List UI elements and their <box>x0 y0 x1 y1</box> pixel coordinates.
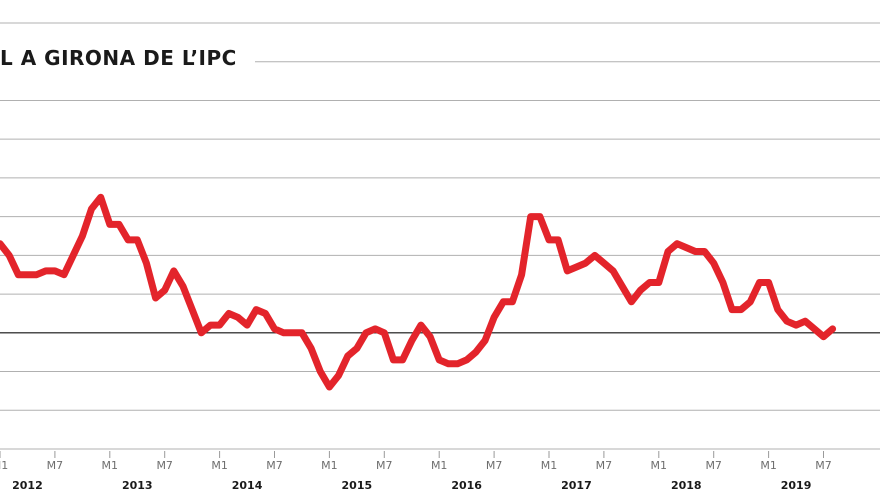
year-label: 2014 <box>232 479 263 492</box>
x-tick-label: M1 <box>541 459 558 472</box>
x-tick-label: M7 <box>156 459 173 472</box>
x-tick-label: M7 <box>486 459 503 472</box>
year-label: 2017 <box>561 479 592 492</box>
x-axis: M1M72012M1M72013M1M72014M1M72015M1M72016… <box>0 451 832 492</box>
x-tick-label: M1 <box>760 459 777 472</box>
x-tick-label: M1 <box>651 459 668 472</box>
year-label: 2015 <box>342 479 373 492</box>
x-tick-label: M7 <box>596 459 613 472</box>
x-tick-label: M7 <box>705 459 722 472</box>
year-label: 2019 <box>781 479 812 492</box>
year-label: 2012 <box>12 479 43 492</box>
x-tick-label: M1 <box>431 459 448 472</box>
x-tick-label: M7 <box>266 459 283 472</box>
x-tick-label: M7 <box>815 459 832 472</box>
x-tick-label: M1 <box>211 459 228 472</box>
x-tick-label: M1 <box>102 459 119 472</box>
cpi-series-line <box>0 193 837 391</box>
year-label: 2013 <box>122 479 153 492</box>
x-tick-label: M7 <box>376 459 393 472</box>
year-label: 2018 <box>671 479 702 492</box>
x-tick-label: M1 <box>321 459 338 472</box>
gridlines <box>0 22 880 450</box>
chart-title: L A GIRONA DE L’IPC <box>0 46 255 70</box>
year-label: 2016 <box>451 479 482 492</box>
x-tick-label: M7 <box>47 459 64 472</box>
x-tick-label: M1 <box>0 459 8 472</box>
